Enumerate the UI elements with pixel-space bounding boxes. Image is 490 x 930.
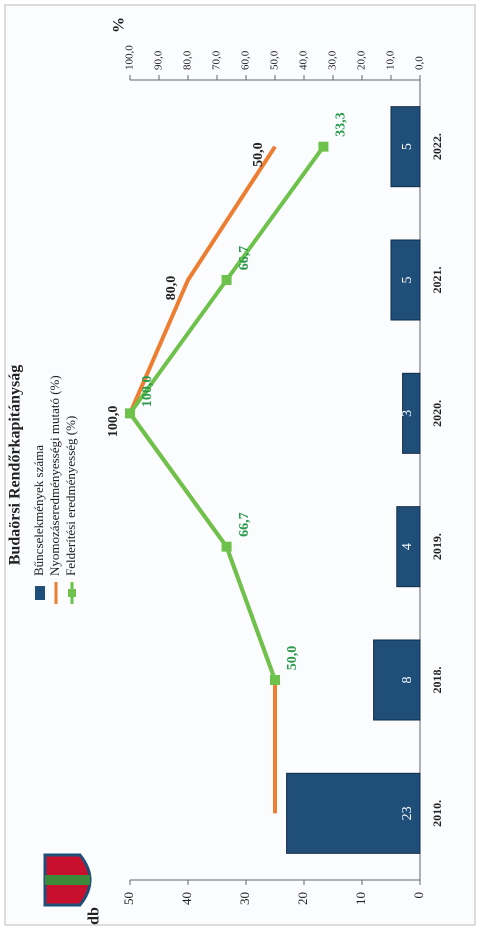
x-tick-label: 2019. bbox=[430, 533, 444, 560]
x-tick-label: 2021. bbox=[430, 267, 444, 294]
logo-stripe bbox=[45, 875, 90, 885]
logo bbox=[45, 855, 90, 905]
y2-tick-label: 0,0 bbox=[414, 56, 426, 70]
legend-label: Felderítési eredményesség (%) bbox=[63, 416, 78, 576]
bar-label: 5 bbox=[400, 143, 415, 150]
y2-tick-label: 40,0 bbox=[298, 50, 310, 70]
legend-label: Bűncselekmények száma bbox=[31, 445, 46, 576]
y2-tick-label: 50,0 bbox=[269, 50, 281, 70]
y2-tick-label: 100,0 bbox=[124, 45, 136, 70]
y-tick-label: 30 bbox=[237, 892, 252, 905]
value-label: 66,7 bbox=[237, 246, 252, 271]
y2-tick-label: 30,0 bbox=[327, 50, 339, 70]
value-label: 66,7 bbox=[237, 512, 252, 537]
y-axis-label: db bbox=[86, 907, 103, 925]
value-label: 100,0 bbox=[106, 406, 121, 438]
bar-label: 5 bbox=[400, 277, 415, 284]
chart-title: Budaörsi Rendőrkapitányság bbox=[7, 365, 24, 566]
line-marker bbox=[222, 542, 232, 552]
y2-tick-label: 70,0 bbox=[211, 50, 223, 70]
bar-label: 23 bbox=[400, 806, 415, 820]
value-label: 50,0 bbox=[251, 142, 266, 167]
x-tick-label: 2010. bbox=[430, 800, 444, 827]
y2-tick-label: 90,0 bbox=[153, 50, 165, 70]
y2-axis-label: % bbox=[111, 17, 128, 33]
bar-label: 3 bbox=[400, 410, 415, 417]
value-label: 33,3 bbox=[334, 112, 349, 137]
x-tick-label: 2018. bbox=[430, 667, 444, 694]
legend-swatch bbox=[35, 586, 45, 600]
page: Budaörsi Rendőrkapitányság db % 0 10 20 30 4… bbox=[0, 0, 490, 930]
y-tick-label: 0 bbox=[411, 892, 426, 899]
y-tick-label: 40 bbox=[179, 892, 194, 905]
legend-label: Nyomozáseredményességi mutató (%) bbox=[47, 375, 62, 576]
legend-marker bbox=[68, 589, 76, 597]
y2-tick-label: 60,0 bbox=[240, 50, 252, 70]
y2-tick-label: 20,0 bbox=[356, 50, 368, 70]
value-label: 80,0 bbox=[164, 276, 179, 301]
y-tick-label: 20 bbox=[295, 892, 310, 905]
bar-label: 8 bbox=[400, 677, 415, 684]
y2-tick-label: 10,0 bbox=[385, 50, 397, 70]
value-label: 100,0 bbox=[140, 376, 155, 408]
y-tick-label: 10 bbox=[353, 892, 368, 905]
value-label: 50,0 bbox=[285, 646, 300, 671]
line-marker bbox=[270, 675, 280, 685]
x-tick-label: 2022. bbox=[430, 133, 444, 160]
line-marker bbox=[125, 408, 135, 418]
x-tick-label: 2020. bbox=[430, 400, 444, 427]
y-tick-label: 50 bbox=[121, 892, 136, 905]
line-marker bbox=[222, 275, 232, 285]
bar-label: 4 bbox=[400, 543, 415, 550]
line-marker bbox=[318, 142, 328, 152]
y2-tick-label: 80,0 bbox=[182, 50, 194, 70]
chart: Budaörsi Rendőrkapitányság db % 0 10 20 30 4… bbox=[5, 5, 475, 925]
